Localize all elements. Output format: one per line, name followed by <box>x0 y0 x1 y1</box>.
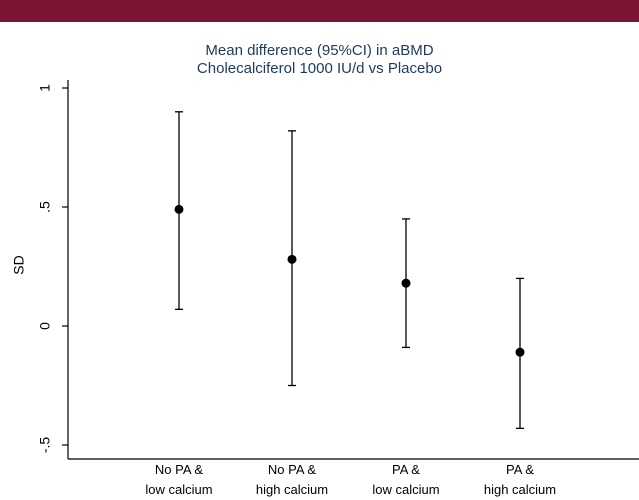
x-category-label: PA & low calcium <box>372 462 439 497</box>
y-tick-label: .5 <box>37 201 53 213</box>
x-category-label-line1: No PA & <box>268 462 317 477</box>
x-category-label-line1: No PA & <box>155 462 204 477</box>
x-category-label: PA & high calcium <box>484 462 556 497</box>
y-axis-label: SD <box>11 255 27 274</box>
x-category-label-line2: low calcium <box>372 482 439 497</box>
y-tick-label: -.5 <box>37 437 53 454</box>
x-category-label-line2: high calcium <box>484 482 556 497</box>
y-tick-label: 0 <box>37 322 53 330</box>
x-category-label: No PA & high calcium <box>256 462 328 497</box>
x-category-label-line2: high calcium <box>256 482 328 497</box>
x-category-label-line2: low calcium <box>145 482 212 497</box>
point-estimate <box>402 279 411 288</box>
point-estimate <box>516 348 525 357</box>
point-estimate <box>175 205 184 214</box>
y-tick-label: 1 <box>37 84 53 92</box>
x-category-label-line1: PA & <box>506 462 534 477</box>
x-category-label: No PA & low calcium <box>145 462 212 497</box>
x-category-label-line1: PA & <box>392 462 420 477</box>
point-estimate <box>288 255 297 264</box>
